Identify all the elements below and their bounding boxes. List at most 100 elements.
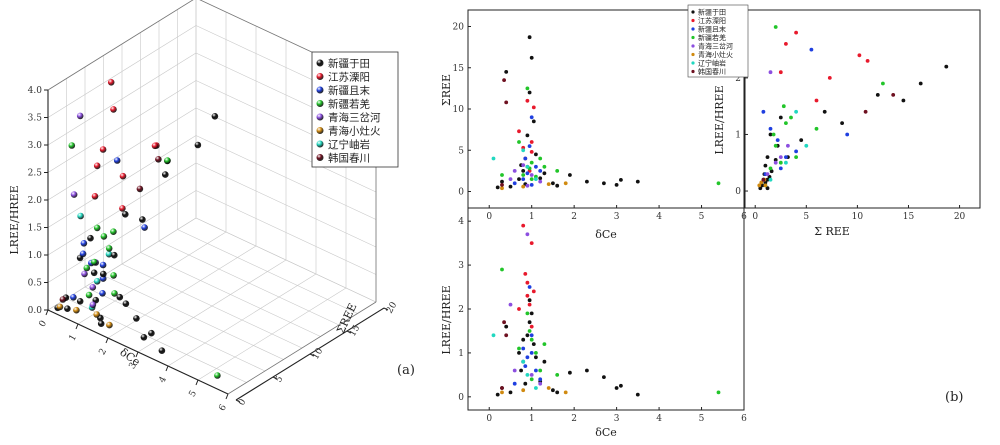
y-tick-label: 0.0	[28, 306, 43, 316]
data-point	[521, 169, 526, 173]
legend-b-label: 新疆且末	[698, 25, 726, 34]
legend-b-label: 新疆若羌	[698, 33, 726, 42]
data-point-3d	[139, 216, 146, 223]
legend-b-marker	[691, 69, 695, 74]
data-point	[495, 392, 500, 397]
data-point-3d	[76, 112, 84, 120]
data-point	[534, 355, 538, 360]
data-point-3d	[113, 157, 121, 164]
legend-a-label: 韩国春川	[328, 152, 370, 165]
legend-a-frame	[311, 51, 399, 168]
data-point	[763, 183, 768, 188]
data-point	[784, 42, 788, 46]
legend-a-marker	[316, 113, 324, 121]
data-point	[521, 223, 526, 228]
data-point-3d	[93, 311, 100, 318]
data-point-3d	[106, 321, 113, 329]
data-point-3d	[110, 272, 117, 279]
data-point	[517, 307, 521, 311]
data-point	[619, 383, 623, 388]
data-point	[716, 181, 721, 186]
data-point	[529, 160, 534, 165]
data-point	[525, 293, 530, 298]
data-point-3d	[140, 334, 148, 341]
legend-a-label: 青海小灶火	[328, 125, 381, 138]
data-point	[500, 179, 504, 184]
legend-a-marker	[316, 154, 324, 161]
x-tick-label: 6	[741, 414, 747, 424]
data-point	[781, 104, 786, 109]
y-tick-label: 2.5	[28, 169, 43, 179]
x-tick-mark	[105, 337, 109, 344]
data-point-3d	[119, 172, 127, 180]
data-point	[614, 183, 619, 187]
data-point	[538, 377, 543, 382]
x-tick-label: 2	[98, 347, 110, 357]
data-point	[773, 160, 778, 165]
data-point	[534, 164, 538, 169]
grid-line	[47, 107, 197, 201]
y-tick-label: 5	[458, 146, 464, 156]
grid-line	[167, 273, 317, 367]
y-tick-label: 2	[458, 305, 464, 315]
data-point-3d	[83, 264, 91, 272]
data-point	[525, 183, 530, 188]
data-point	[508, 302, 513, 307]
data-point	[602, 181, 606, 186]
data-point	[525, 355, 530, 360]
data-point-3d	[151, 142, 159, 150]
y-tick-label: 0	[458, 393, 464, 403]
y-tick-label: 2	[735, 74, 741, 84]
data-point	[534, 152, 538, 157]
data-point	[512, 169, 517, 173]
data-point	[768, 132, 773, 137]
data-point-3d	[90, 269, 98, 277]
data-point	[773, 25, 778, 29]
x-tick-mark	[45, 309, 49, 316]
data-point	[527, 329, 532, 333]
data-point-3d	[91, 258, 98, 266]
legend-a-marker	[316, 140, 324, 148]
data-point	[529, 241, 534, 246]
box-edge	[227, 301, 377, 395]
grid-line	[47, 25, 197, 118]
x-tick-label: 2	[571, 212, 577, 222]
data-point	[891, 93, 896, 97]
legend-b-label: 辽宁岫岩	[698, 59, 726, 68]
z-tick-label: 10	[311, 346, 326, 361]
data-point-3d	[148, 329, 155, 337]
x-tick-mark	[225, 393, 229, 400]
data-point	[500, 173, 504, 177]
data-point	[614, 386, 619, 390]
y-tick-label: 3	[458, 261, 464, 271]
legend-b-marker	[691, 18, 695, 23]
data-point-3d	[77, 212, 84, 220]
data-point-3d	[97, 320, 105, 328]
data-point	[508, 390, 513, 395]
legend-b-label: 青海小灶火	[698, 50, 733, 59]
data-point	[534, 351, 538, 355]
legend-b-frame	[687, 4, 749, 78]
data-point-3d	[56, 303, 64, 311]
data-point	[546, 182, 551, 187]
y-tick-label: 3.0	[28, 141, 43, 151]
data-point	[761, 109, 766, 114]
z-tick-mark	[383, 307, 389, 311]
data-point	[585, 179, 589, 184]
data-point	[568, 370, 572, 375]
data-point	[778, 70, 783, 75]
data-point	[799, 138, 804, 143]
data-point-3d	[111, 290, 118, 297]
legend-b-label: 江苏溧阳	[698, 16, 726, 25]
y-tick-label: 1.5	[28, 224, 43, 234]
data-point	[768, 177, 773, 182]
data-point-3d	[105, 250, 113, 258]
data-point	[814, 98, 819, 103]
data-point	[827, 76, 832, 80]
grid-line	[137, 259, 287, 353]
data-point	[517, 346, 521, 351]
data-point	[845, 132, 850, 137]
data-point	[529, 173, 534, 177]
data-point	[527, 320, 532, 325]
